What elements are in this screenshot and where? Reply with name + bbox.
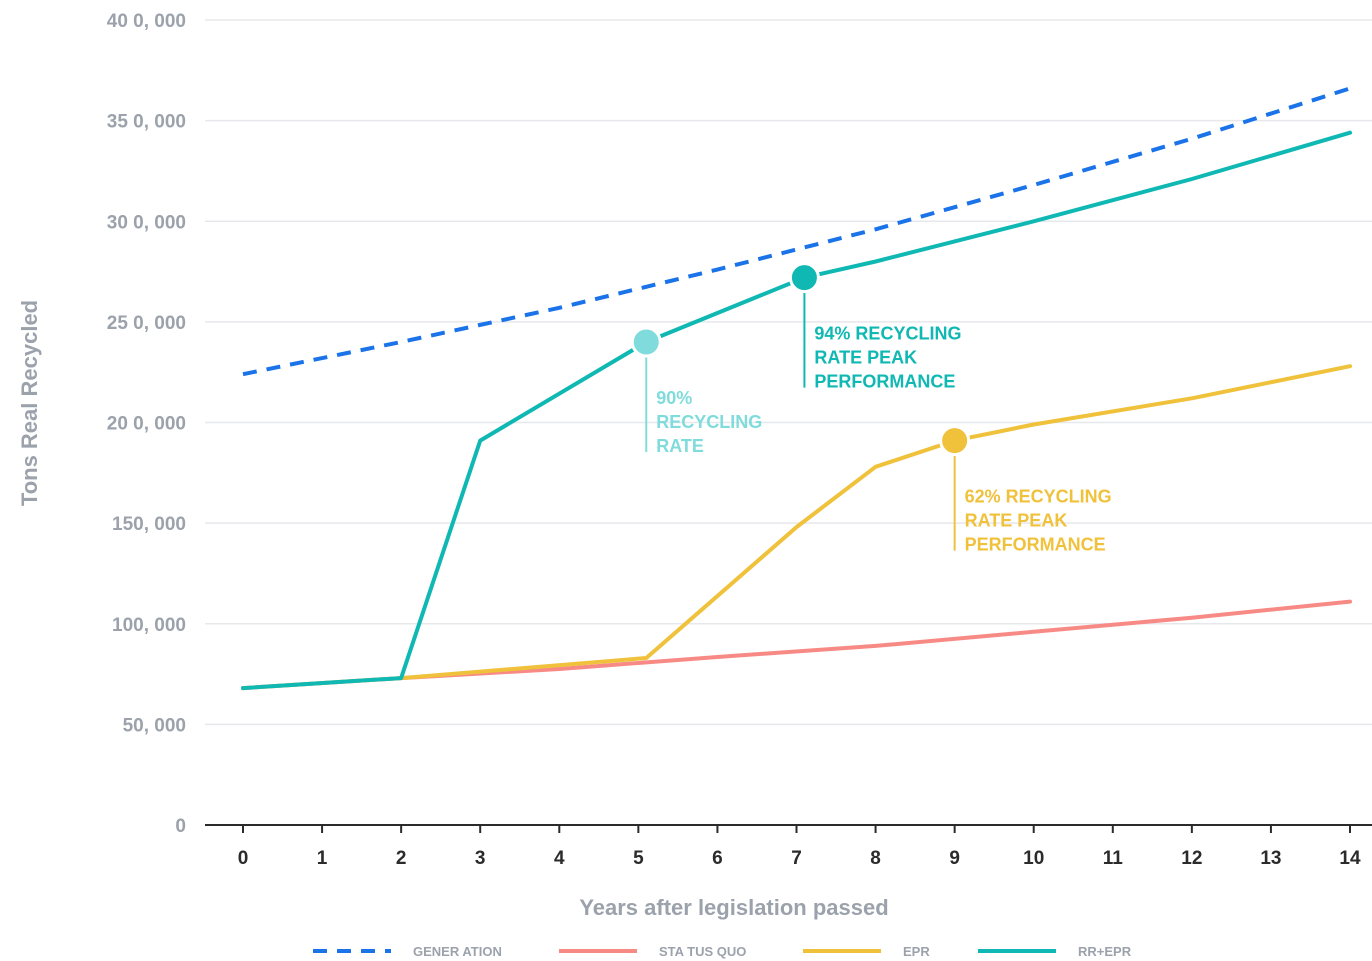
annotation-label: PERFORMANCE	[814, 372, 955, 392]
y-tick-label: 25 0, 000	[107, 313, 186, 334]
series-line-gener-ation	[242, 86, 1351, 377]
annotation-label: 90%	[656, 388, 692, 408]
annotation-label: 62% RECYCLING	[965, 487, 1112, 507]
x-tick-label: 1	[317, 848, 328, 869]
annotations: 90% RECYCLING RATE 94% RECYCLING RATE PEAK PE…	[630, 262, 1112, 555]
legend-label: RR+EPR	[1078, 944, 1132, 959]
annotation-marker	[630, 326, 662, 358]
y-tick-label: 50, 000	[123, 715, 186, 736]
y-axis-ticks: 0 50, 000 100, 000 150, 000 20 0, 000 25 0, 0…	[107, 11, 186, 837]
y-tick-label: 30 0, 000	[107, 212, 186, 233]
annotation-marker	[788, 262, 820, 294]
x-tick-label: 13	[1260, 848, 1281, 869]
y-axis-title: Tons Real Recycled	[17, 300, 42, 506]
x-tick-label: 4	[554, 848, 565, 869]
annotation-label: PERFORMANCE	[965, 535, 1106, 555]
series-line-sta-tus-quo	[241, 599, 1352, 691]
x-tick-label: 8	[870, 848, 881, 869]
legend: GENER ATION STA TUS QUO EPR RR+EPR	[313, 944, 1132, 959]
x-tick-label: 5	[633, 848, 644, 869]
x-tick-label: 11	[1103, 848, 1124, 869]
annotation-label: 94% RECYCLING	[814, 324, 961, 344]
x-tick-label: 0	[238, 848, 249, 869]
legend-label: STA TUS QUO	[659, 944, 746, 959]
series-line-rr-epr	[241, 130, 1352, 691]
x-tick-label: 9	[949, 848, 960, 869]
annotation-label: RATE PEAK	[965, 511, 1068, 531]
y-tick-label: 20 0, 000	[107, 414, 186, 435]
annotation-marker	[939, 425, 971, 457]
legend-label: EPR	[903, 944, 930, 959]
y-tick-label: 35 0, 000	[107, 112, 186, 133]
annotation-label: RATE PEAK	[814, 348, 917, 368]
x-tick-label: 7	[791, 848, 802, 869]
x-axis: 0 1 2 3 4 5 6 7 8 9 10 11 12 13 14	[205, 824, 1372, 869]
annotation-label: RATE	[656, 436, 704, 456]
x-tick-label: 12	[1181, 848, 1202, 869]
x-tick-label: 14	[1339, 848, 1361, 869]
annotation-label: RECYCLING	[656, 412, 762, 432]
x-tick-label: 6	[712, 848, 723, 869]
y-tick-label: 100, 000	[112, 615, 186, 636]
series-lines	[241, 86, 1352, 691]
x-tick-label: 3	[475, 848, 486, 869]
y-tick-label: 40 0, 000	[107, 11, 186, 32]
y-tick-label: 0	[175, 816, 186, 837]
x-tick-label: 10	[1023, 848, 1044, 869]
legend-label: GENER ATION	[413, 944, 502, 959]
gridlines	[205, 19, 1372, 726]
x-axis-title: Years after legislation passed	[579, 895, 888, 920]
y-tick-label: 150, 000	[112, 514, 186, 535]
series-line-epr	[241, 364, 1352, 691]
x-tick-label: 2	[396, 848, 407, 869]
